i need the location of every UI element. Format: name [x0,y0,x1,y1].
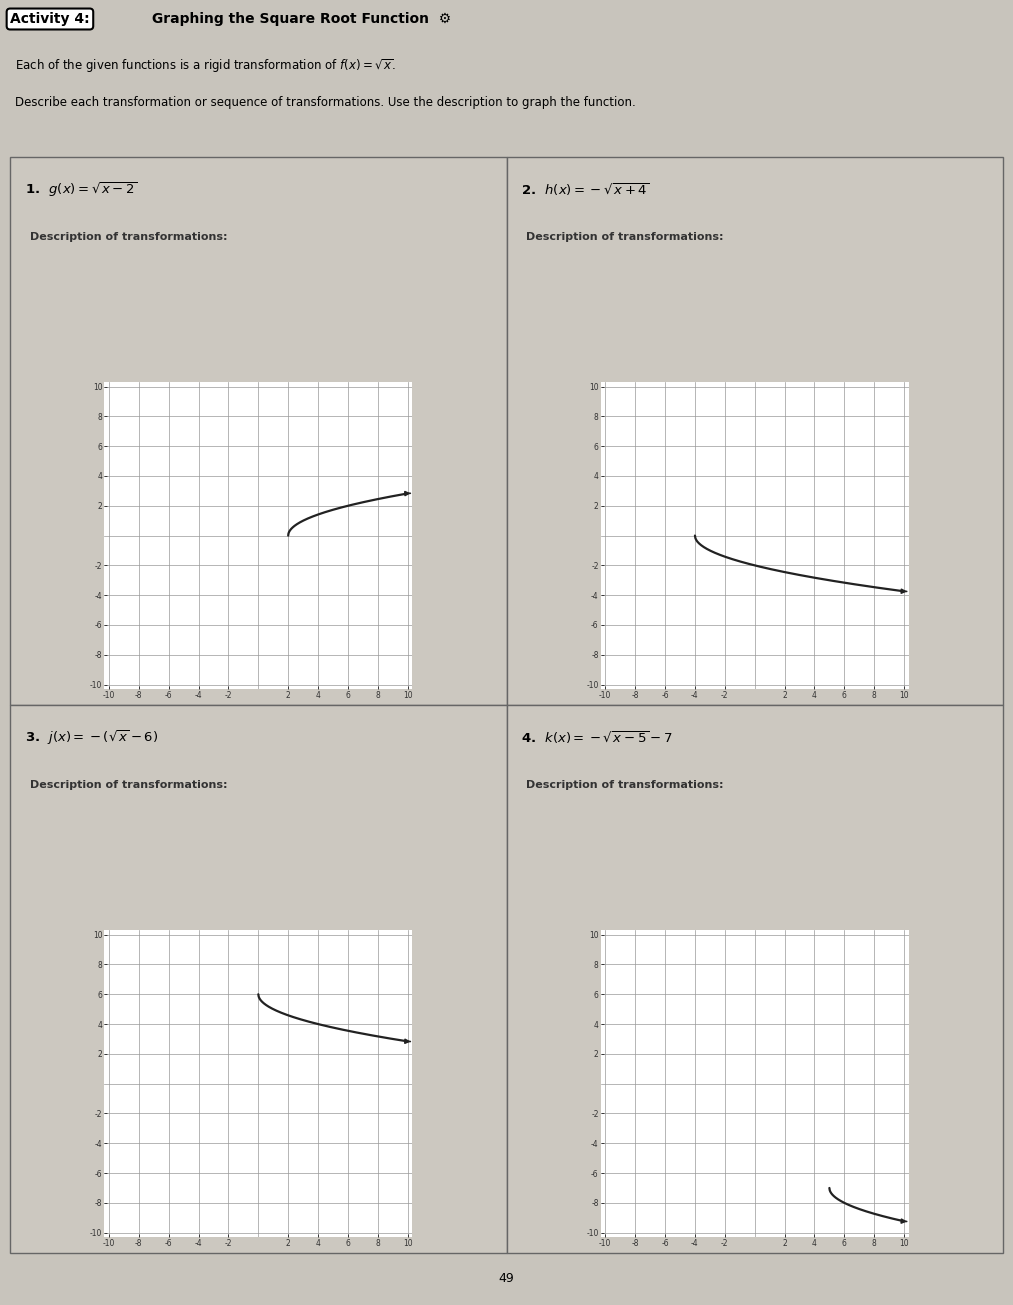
Text: 2.  $h(x) = -\sqrt{x+4}$: 2. $h(x) = -\sqrt{x+4}$ [522,181,650,197]
Text: Each of the given functions is a rigid transformation of $f(x) = \sqrt{x}$.: Each of the given functions is a rigid t… [15,57,396,74]
Text: Description of transformations:: Description of transformations: [527,232,724,241]
Text: Activity 4:: Activity 4: [10,12,90,26]
Text: Description of transformations:: Description of transformations: [30,779,228,790]
Text: 3.  $j(x) = -(\sqrt{x}-6)$: 3. $j(x) = -(\sqrt{x}-6)$ [25,728,158,746]
Text: Describe each transformation or sequence of transformations. Use the description: Describe each transformation or sequence… [15,97,636,110]
Text: 49: 49 [498,1272,515,1285]
Text: Description of transformations:: Description of transformations: [30,232,228,241]
Text: 1.  $g(x) = \sqrt{x-2}$: 1. $g(x) = \sqrt{x-2}$ [25,180,138,198]
Text: 4.  $k(x) = -\sqrt{x-5}-7$: 4. $k(x) = -\sqrt{x-5}-7$ [522,729,673,745]
Text: Description of transformations:: Description of transformations: [527,779,724,790]
Text: Graphing the Square Root Function  ⚙: Graphing the Square Root Function ⚙ [147,12,451,26]
